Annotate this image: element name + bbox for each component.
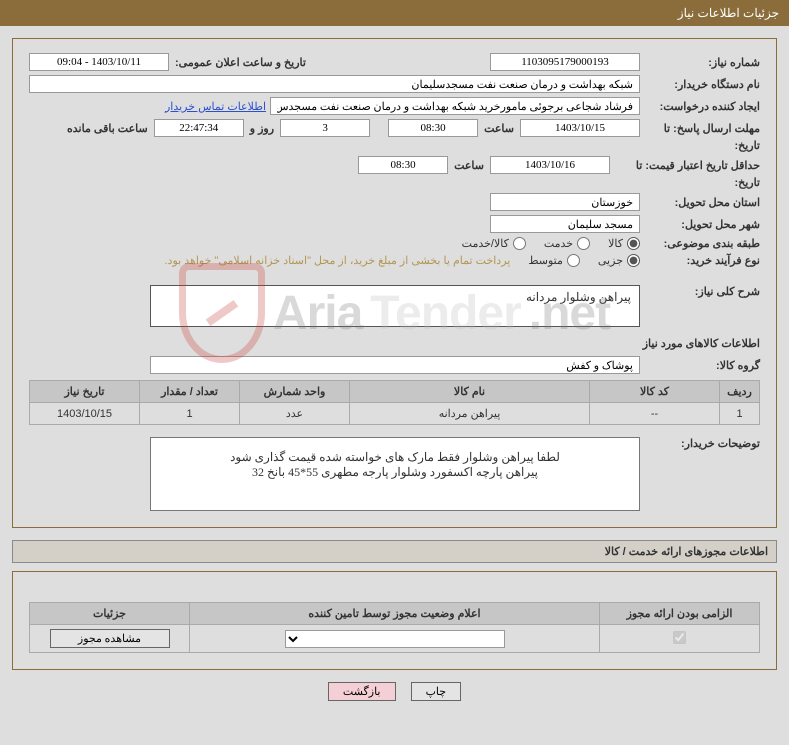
buyer-contact-link[interactable]: اطلاعات تماس خریدار xyxy=(165,100,270,113)
proc-mid-radio[interactable] xyxy=(567,254,580,267)
creator-field[interactable] xyxy=(270,97,640,115)
goods-heading: اطلاعات کالاهای مورد نیاز xyxy=(29,337,760,350)
need-details-panel: AriaTender.net شماره نیاز: تاریخ و ساعت … xyxy=(12,38,777,528)
cell-required xyxy=(600,625,760,653)
cell-details: مشاهده مجوز xyxy=(30,625,190,653)
permits-section-header: اطلاعات مجوزهای ارائه خدمت / کالا xyxy=(12,540,777,563)
cell-qty: 1 xyxy=(140,403,240,425)
cat-goods-radio[interactable] xyxy=(627,237,640,250)
cat-goods-option[interactable]: کالا xyxy=(608,237,640,250)
group-label: گروه کالا: xyxy=(640,359,760,372)
cell-row: 1 xyxy=(720,403,760,425)
buyer-desc-label: توضیحات خریدار: xyxy=(640,437,760,450)
col-date: تاریخ نیاز xyxy=(30,381,140,403)
desc-label: شرح کلی نیاز: xyxy=(640,285,760,298)
proc-partial-radio[interactable] xyxy=(627,254,640,267)
need-number-label: شماره نیاز: xyxy=(640,56,760,69)
validity-label-2: تاریخ: xyxy=(640,176,760,189)
permits-panel: الزامی بودن ارائه مجوز اعلام وضعیت مجوز … xyxy=(12,571,777,670)
cell-date: 1403/10/15 xyxy=(30,403,140,425)
cell-name: پیراهن مردانه xyxy=(350,403,590,425)
province-field[interactable] xyxy=(490,193,640,211)
process-note: پرداخت تمام یا بخشی از مبلغ خرید، از محل… xyxy=(165,254,511,267)
view-permit-button[interactable]: مشاهده مجوز xyxy=(50,629,170,648)
col-name: نام کالا xyxy=(350,381,590,403)
col-code: کد کالا xyxy=(590,381,720,403)
org-label: نام دستگاه خریدار: xyxy=(640,78,760,91)
col-row: ردیف xyxy=(720,381,760,403)
org-field[interactable] xyxy=(29,75,640,93)
permits-table: الزامی بودن ارائه مجوز اعلام وضعیت مجوز … xyxy=(29,602,760,653)
cell-unit: عدد xyxy=(240,403,350,425)
goods-table: ردیف کد کالا نام کالا واحد شمارش تعداد /… xyxy=(29,380,760,425)
required-checkbox xyxy=(673,631,686,644)
city-field[interactable] xyxy=(490,215,640,233)
days-remaining-field xyxy=(280,119,370,137)
back-button[interactable]: بازگشت xyxy=(328,682,396,701)
need-description-text: پیراهن وشلوار مردانه xyxy=(526,290,631,304)
table-row: مشاهده مجوز xyxy=(30,625,760,653)
buyer-desc-line2: پیراهن پارچه اکسفورد وشلوار پارجه مطهری … xyxy=(163,465,627,480)
validity-hour-label: ساعت xyxy=(448,159,490,172)
page-title: جزئیات اطلاعات نیاز xyxy=(678,6,779,20)
table-header-row: الزامی بودن ارائه مجوز اعلام وضعیت مجوز … xyxy=(30,603,760,625)
col-details: جزئیات xyxy=(30,603,190,625)
page-header: جزئیات اطلاعات نیاز xyxy=(0,0,789,26)
time-remaining-field xyxy=(154,119,244,137)
announce-field[interactable] xyxy=(29,53,169,71)
cell-status xyxy=(190,625,600,653)
buyer-description-box[interactable]: لطفا پیراهن وشلوار فقط مارک های خواسته ش… xyxy=(150,437,640,511)
col-required: الزامی بودن ارائه مجوز xyxy=(600,603,760,625)
deadline-hour-label: ساعت xyxy=(478,122,520,135)
announce-label: تاریخ و ساعت اعلان عمومی: xyxy=(169,56,312,69)
table-row[interactable]: 1 -- پیراهن مردانه عدد 1 1403/10/15 xyxy=(30,403,760,425)
cell-code: -- xyxy=(590,403,720,425)
group-field[interactable] xyxy=(150,356,640,374)
validity-date-field[interactable] xyxy=(490,156,610,174)
category-label: طبقه بندی موضوعی: xyxy=(640,237,760,250)
deadline-label-1: مهلت ارسال پاسخ: تا xyxy=(640,122,760,135)
remain-label: ساعت باقی مانده xyxy=(61,122,154,135)
deadline-hour-field[interactable] xyxy=(388,119,478,137)
status-select[interactable] xyxy=(285,630,505,648)
deadline-date-field[interactable] xyxy=(520,119,640,137)
validity-hour-field[interactable] xyxy=(358,156,448,174)
buyer-desc-line1: لطفا پیراهن وشلوار فقط مارک های خواسته ش… xyxy=(163,450,627,465)
footer-buttons: چاپ بازگشت xyxy=(0,682,789,701)
cat-service-radio[interactable] xyxy=(577,237,590,250)
print-button[interactable]: چاپ xyxy=(411,682,462,701)
cat-both-option[interactable]: کالا/خدمت xyxy=(462,237,526,250)
cat-both-radio[interactable] xyxy=(513,237,526,250)
city-label: شهر محل تحویل: xyxy=(640,218,760,231)
table-header-row: ردیف کد کالا نام کالا واحد شمارش تعداد /… xyxy=(30,381,760,403)
creator-label: ایجاد کننده درخواست: xyxy=(640,100,760,113)
validity-label-1: حداقل تاریخ اعتبار قیمت: تا xyxy=(610,159,760,172)
cat-service-option[interactable]: خدمت xyxy=(544,237,590,250)
proc-partial-option[interactable]: جزیی xyxy=(598,254,640,267)
col-qty: تعداد / مقدار xyxy=(140,381,240,403)
process-label: نوع فرآیند خرید: xyxy=(640,254,760,267)
col-status: اعلام وضعیت مجوز توسط تامین کننده xyxy=(190,603,600,625)
need-description-box[interactable]: پیراهن وشلوار مردانه xyxy=(150,285,640,327)
deadline-label-2: تاریخ: xyxy=(640,139,760,152)
province-label: استان محل تحویل: xyxy=(640,196,760,209)
proc-mid-option[interactable]: متوسط xyxy=(528,254,580,267)
col-unit: واحد شمارش xyxy=(240,381,350,403)
need-number-field[interactable] xyxy=(490,53,640,71)
days-label: روز و xyxy=(244,122,280,135)
